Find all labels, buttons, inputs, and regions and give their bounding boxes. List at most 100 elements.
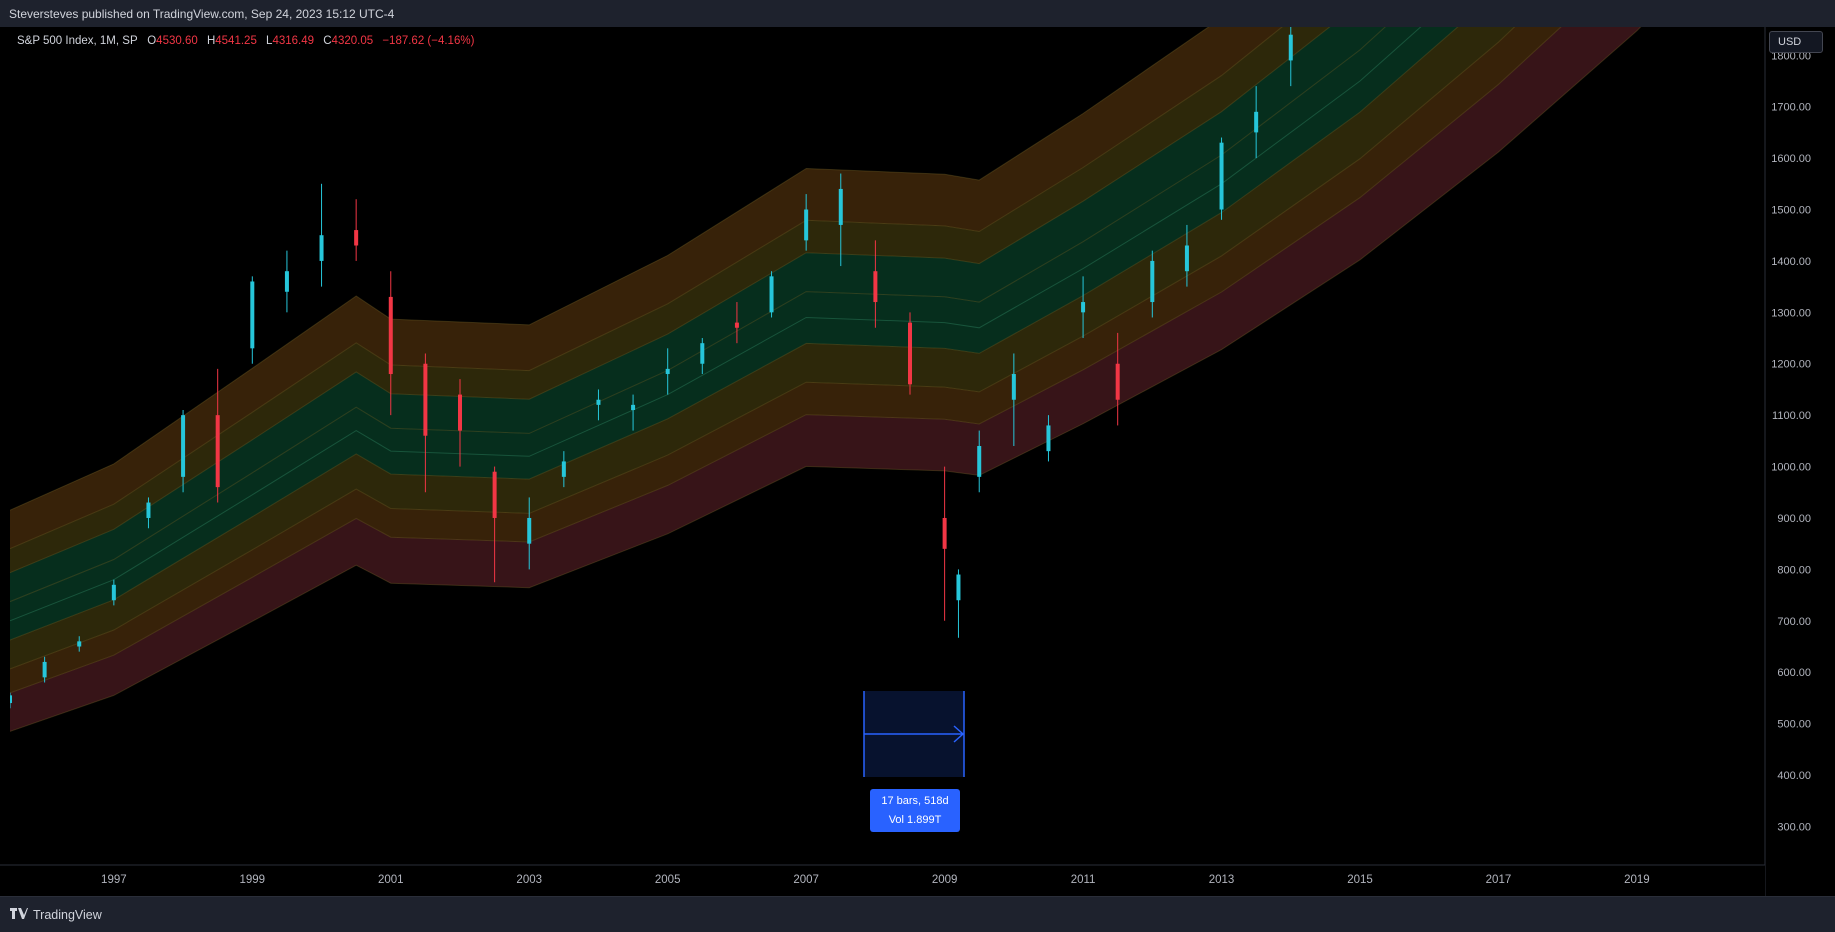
candle-body bbox=[10, 695, 12, 704]
candle-25 bbox=[873, 240, 878, 328]
candle-2 bbox=[77, 636, 82, 652]
time-tick-3: 2003 bbox=[516, 874, 542, 886]
measure-arrow-head bbox=[953, 725, 965, 743]
candle-body bbox=[631, 404, 636, 411]
candle-body bbox=[769, 276, 774, 313]
currency-button[interactable]: USD bbox=[1769, 31, 1823, 53]
price-chart[interactable]: 300.00 400.00 500.00 600.00 700.00 800.00 900.… bbox=[0, 27, 1835, 896]
candle-5 bbox=[181, 410, 186, 493]
price-tick-4: 700.00 bbox=[1777, 616, 1811, 628]
price-tick-3: 600.00 bbox=[1777, 667, 1811, 679]
candle-37 bbox=[1254, 86, 1259, 159]
candle-26 bbox=[908, 312, 912, 395]
candle-4 bbox=[146, 497, 151, 529]
candle-body bbox=[146, 502, 151, 518]
candle-23 bbox=[804, 194, 809, 251]
candle-body bbox=[423, 363, 428, 436]
price-tick-13: 1600.00 bbox=[1771, 153, 1811, 165]
legend-open: 4530.60 bbox=[156, 35, 198, 47]
time-tick-11: 2019 bbox=[1624, 874, 1650, 886]
candle-body bbox=[596, 399, 601, 405]
measure-label[interactable]: 17 bars, 518d Vol 1.899T bbox=[870, 789, 960, 832]
candle-body bbox=[215, 415, 220, 488]
candle-body bbox=[942, 517, 947, 549]
candles bbox=[10, 27, 1293, 709]
legend-low-label: L bbox=[266, 35, 273, 47]
price-axis-bg bbox=[1765, 27, 1835, 896]
candle-body bbox=[1288, 34, 1293, 61]
candle-34 bbox=[1150, 250, 1155, 318]
measure-volume: Vol 1.899T bbox=[888, 814, 942, 826]
candle-body bbox=[42, 661, 47, 678]
band-6 bbox=[10, 27, 1282, 549]
price-tick-6: 900.00 bbox=[1777, 513, 1811, 525]
candle-9 bbox=[319, 183, 324, 287]
candle-11 bbox=[388, 271, 393, 416]
candle-38 bbox=[1288, 27, 1293, 87]
band-edge-2 bbox=[10, 27, 1516, 670]
price-tick-5: 800.00 bbox=[1777, 564, 1811, 576]
candle-body bbox=[458, 394, 462, 431]
candle-17 bbox=[596, 389, 601, 421]
candle-6 bbox=[215, 368, 220, 503]
candle-body bbox=[1254, 111, 1259, 133]
candle-body bbox=[1184, 245, 1189, 272]
band-0 bbox=[10, 27, 1641, 732]
time-tick-0: 1997 bbox=[101, 874, 127, 886]
regression-bands bbox=[10, 27, 1642, 732]
legend-close: 4320.05 bbox=[331, 35, 374, 47]
legend-change: −187.62 (−4.16%) bbox=[382, 35, 475, 47]
candle-33 bbox=[1115, 332, 1120, 426]
time-tick-4: 2005 bbox=[655, 874, 681, 886]
price-tick-11: 1400.00 bbox=[1771, 256, 1811, 268]
candle-19 bbox=[665, 348, 670, 395]
candle-body bbox=[734, 322, 739, 328]
candle-body bbox=[665, 368, 670, 375]
candle-body bbox=[908, 322, 912, 385]
price-tick-7: 1000.00 bbox=[1771, 462, 1811, 474]
candle-14 bbox=[492, 466, 497, 583]
price-tick-9: 1200.00 bbox=[1771, 359, 1811, 371]
time-axis[interactable]: 1997 1999 2001 2003 2005 2007 2009 2011 2013 2015… bbox=[0, 864, 1765, 896]
footer-bar: TradingView bbox=[0, 896, 1835, 932]
band-edge-6 bbox=[10, 27, 1283, 550]
time-tick-9: 2015 bbox=[1347, 874, 1373, 886]
time-tick-1: 1999 bbox=[240, 874, 266, 886]
candle-22 bbox=[769, 271, 774, 318]
legend-high-label: H bbox=[206, 35, 216, 47]
measure-tool[interactable] bbox=[863, 691, 965, 777]
band-edge-7 bbox=[10, 27, 1210, 511]
price-tick-10: 1300.00 bbox=[1771, 307, 1811, 319]
legend-symbol: S&P 500 Index, 1M, SP bbox=[17, 35, 138, 47]
candle-body bbox=[1219, 142, 1224, 210]
candle-body bbox=[354, 230, 359, 246]
candle-body bbox=[956, 574, 961, 601]
candle-1 bbox=[42, 656, 47, 683]
brand[interactable]: TradingView bbox=[10, 907, 102, 922]
candle-24 bbox=[838, 173, 843, 267]
candle-16 bbox=[561, 451, 566, 488]
candle-body bbox=[1046, 425, 1051, 452]
price-tick-1: 400.00 bbox=[1777, 770, 1811, 782]
candle-27 bbox=[942, 466, 947, 621]
candle-36 bbox=[1219, 137, 1224, 220]
price-tick-0: 300.00 bbox=[1777, 821, 1811, 833]
time-tick-2: 2001 bbox=[378, 874, 404, 886]
candle-body bbox=[111, 584, 116, 601]
candle-35 bbox=[1184, 224, 1189, 287]
band-1 bbox=[10, 27, 1561, 693]
candle-body bbox=[1115, 363, 1120, 400]
time-tick-7: 2011 bbox=[1071, 874, 1096, 886]
band-edge-1 bbox=[10, 27, 1562, 694]
legend-open-label: O bbox=[147, 35, 157, 47]
price-axis[interactable]: 300.00 400.00 500.00 600.00 700.00 800.00 900.… bbox=[1764, 27, 1835, 896]
candle-18 bbox=[631, 394, 636, 431]
price-tick-8: 1100.00 bbox=[1772, 410, 1811, 422]
legend-low: 4316.49 bbox=[272, 35, 315, 47]
publisher-line: Steversteves published on TradingView.co… bbox=[9, 7, 395, 21]
candle-10 bbox=[354, 199, 359, 261]
time-tick-5: 2007 bbox=[793, 874, 819, 886]
legend-close-label: C bbox=[323, 35, 332, 47]
band-3 bbox=[10, 27, 1458, 640]
price-tick-2: 500.00 bbox=[1777, 719, 1811, 731]
